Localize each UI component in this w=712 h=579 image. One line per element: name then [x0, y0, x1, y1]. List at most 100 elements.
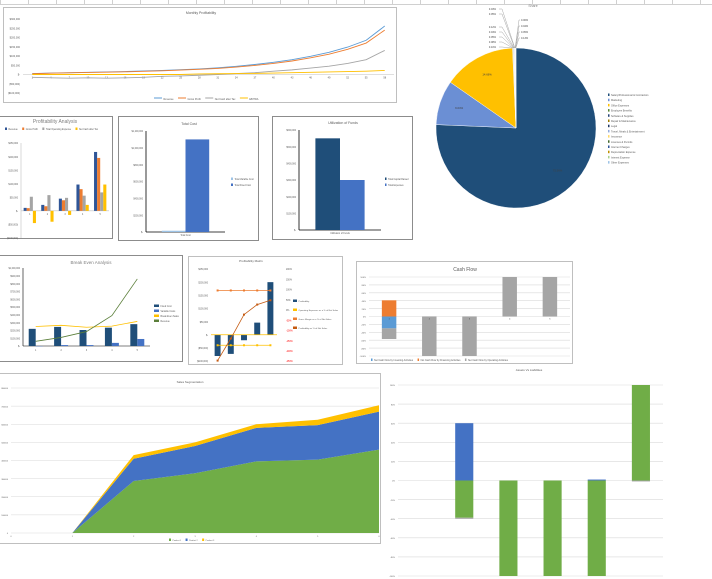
x-tick-label: 52	[346, 77, 349, 80]
x-tick-label: 6	[378, 536, 380, 538]
chart-title: Utilization of Funds	[328, 121, 358, 125]
legend-label: Total Fixed Cost	[235, 184, 252, 187]
chart-title: Break Even Analysis	[70, 260, 112, 265]
stacked-bar-3	[502, 277, 517, 317]
y-tick-label: $50,000	[10, 197, 19, 199]
x-tick-label: 49	[328, 77, 331, 80]
profitability-bar-1	[241, 334, 247, 341]
profitability-bar-2	[79, 189, 83, 211]
y-tick-label: ($100,000)	[197, 361, 208, 363]
y-tick-label: $1,000,000	[132, 148, 144, 150]
break-even-chart[interactable]: Break Even Analysis $- $100,000 $200,000 $30…	[0, 255, 183, 362]
profitability-bar-1	[254, 322, 261, 335]
x-tick-label: 1	[35, 350, 37, 352]
legend-label: Gross Profit	[188, 98, 202, 101]
legend-swatch	[154, 314, 159, 317]
pie-data-label: 0.10%	[489, 46, 497, 49]
stacked-bar-2	[381, 300, 397, 317]
y-tick-label: -40%	[361, 333, 366, 335]
y-tick-label: $-	[141, 232, 143, 234]
stacked-bar-1	[587, 479, 606, 481]
monthly-profitability-chart[interactable]: Monthly Profitability ($100,000) ($50,000)…	[3, 7, 397, 103]
pie-slice	[450, 47, 517, 129]
legend-swatch	[293, 326, 297, 329]
total-cost-chart[interactable]: Total Cost $- $200,000 $400,000 $600,000 $800…	[118, 116, 259, 241]
series-line-1	[35, 321, 138, 328]
y-tick-label: $300,000	[286, 180, 296, 182]
legend-swatch	[293, 308, 297, 311]
y-tick-label: 800000	[1, 388, 9, 390]
x-tick-label: 3	[64, 214, 66, 216]
y-tick-label: 100%	[390, 385, 395, 387]
y-tick-label: ($100,000)	[7, 238, 18, 240]
y-tick-label: $150,000	[10, 46, 21, 49]
stacked-bar-2	[455, 480, 474, 518]
legend-label: Product 3	[206, 539, 215, 542]
profitability-bar-4	[68, 210, 72, 215]
legend-label: Total Operating Expense	[46, 128, 72, 131]
pie-leader-line	[515, 31, 520, 49]
x-tick-label: 22	[161, 77, 164, 80]
break-even-bar-1	[54, 326, 62, 346]
profitability-bar-2	[44, 206, 48, 211]
data-point	[269, 344, 272, 347]
cash-flow-chart[interactable]: -100% -80% -60% -40% -20% 0% 20% 40% 60% 80% 100% 1…	[356, 261, 573, 364]
x-tick-label: 55	[365, 77, 368, 80]
assets-vs-liabilities-chart[interactable]: -100% -80% -60% -40% -20% 0% 20% 40% 60% 80% 100% A…	[383, 364, 712, 579]
chart-title: Cash Flow	[453, 267, 477, 273]
break-even-bar-1	[130, 324, 138, 346]
y-tick-label: $800,000	[133, 165, 143, 167]
y-tick-label: $500,000	[10, 307, 20, 309]
y-tick-label: $400,000	[10, 315, 20, 317]
legend-swatch	[169, 538, 171, 541]
x-tick-label: 34	[235, 77, 238, 80]
legend-label: Net Cash Flow by Investing Activities	[374, 359, 414, 362]
y-tick-label: -40%	[390, 519, 395, 521]
legend-swatch	[154, 319, 159, 322]
legend-label: Gross Margin as a % of Net Sales	[299, 318, 333, 321]
legend-label: Net Cash Flow by Financing Activities	[421, 359, 462, 362]
legend-swatch	[239, 97, 248, 99]
legend-label: Marketing	[611, 99, 623, 102]
y-tick-label: $100,000	[10, 338, 20, 340]
x-tick-label: 1	[72, 536, 74, 538]
profitability-bar-3	[29, 196, 33, 211]
stacked-bar-3	[422, 316, 437, 356]
y-tick-label: -80%	[390, 557, 395, 559]
legend-label: Fixed Cost	[161, 305, 172, 308]
legend-label: Travel, Meals & Entertainment	[611, 130, 645, 133]
profitability-analysis-chart[interactable]: Profitability Analysis Revenue Gross Profi…	[0, 116, 113, 240]
chart-title: Share	[528, 4, 537, 8]
pie-leader-line	[515, 25, 520, 49]
profitability-matrix-chart[interactable]: Profitability Matrix ($100,000) ($50,000) $…	[188, 256, 343, 365]
spreadsheet-grid	[0, 0, 712, 5]
share-pie-chart[interactable]: Share 75.56% 9.04% 14.66% 0.10% 0.08% 0.05% 0.0…	[420, 0, 712, 215]
legend-swatch	[385, 177, 387, 180]
x-tick-label: 40	[272, 77, 275, 80]
pie-leader-line	[499, 41, 514, 49]
y-tick-label: $700,000	[10, 292, 20, 294]
x-tick-label: 2	[133, 536, 135, 538]
y-tick-label: $200,000	[10, 331, 20, 333]
profitability-bar-3	[65, 197, 69, 211]
legend-swatch	[371, 358, 373, 361]
utilization-of-funds-chart[interactable]: Utilization of Funds $- $100,000 $200,000 $3…	[272, 116, 413, 240]
legend-label: Revenue	[161, 321, 171, 323]
data-point	[229, 289, 232, 292]
y-tick-label: $150,000	[198, 295, 208, 297]
y-tick-label: $600,000	[286, 130, 296, 132]
legend-label: Office Expenses	[611, 104, 630, 107]
legend-label: Net Cash Flow by Operating Activities	[468, 359, 509, 362]
y-tick-label: 40%	[362, 301, 366, 303]
data-point	[229, 337, 232, 340]
legend-swatch	[293, 317, 297, 320]
legend-swatch	[608, 150, 610, 154]
legend-label: Net Cash after Tax	[79, 128, 99, 131]
stacked-bar-2	[587, 480, 606, 576]
data-point	[216, 289, 219, 292]
sales-segmentation-chart[interactable]: Sales Segmentation 0 100000 200000 300000 400…	[0, 373, 381, 544]
pie-data-label: 0.03%	[489, 8, 497, 11]
profitability-bar-3	[82, 195, 86, 211]
data-point	[269, 299, 272, 302]
data-point	[256, 289, 259, 292]
